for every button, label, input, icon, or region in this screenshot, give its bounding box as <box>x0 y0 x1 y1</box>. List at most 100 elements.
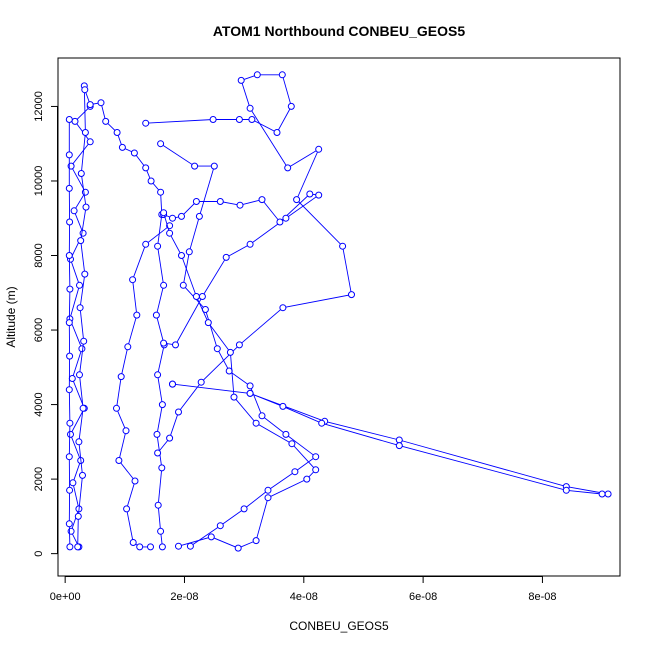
data-point <box>252 537 260 545</box>
data-point <box>246 240 254 248</box>
data-point <box>82 203 90 211</box>
series-line <box>84 89 165 547</box>
data-point <box>81 86 89 94</box>
data-point <box>197 378 205 386</box>
data-point <box>68 375 76 382</box>
data-point <box>178 212 185 220</box>
data-point <box>207 533 215 541</box>
data-point <box>66 352 74 360</box>
data-point <box>71 117 79 125</box>
data-point <box>157 140 165 148</box>
data-series <box>160 209 320 552</box>
data-point <box>124 343 132 351</box>
data-point <box>142 164 150 172</box>
data-point <box>77 170 85 177</box>
data-point <box>169 380 176 388</box>
data-point <box>209 116 217 123</box>
data-point <box>234 544 242 552</box>
data-point <box>279 402 287 410</box>
data-point <box>65 453 73 461</box>
data-point <box>282 214 290 222</box>
data-point <box>70 207 78 215</box>
data-point <box>65 151 73 159</box>
plot-frame <box>57 57 621 577</box>
series-line <box>163 193 320 346</box>
data-point <box>175 542 182 550</box>
data-point <box>74 512 82 520</box>
data-point <box>284 164 292 172</box>
data-point <box>186 542 194 550</box>
data-point <box>312 466 320 474</box>
data-point <box>213 345 221 353</box>
data-point <box>237 76 245 84</box>
data-point <box>142 240 150 248</box>
data-point <box>97 99 105 107</box>
x-tick-label: 8e-08 <box>528 591 556 603</box>
data-point <box>235 341 243 349</box>
data-point <box>74 543 82 551</box>
data-point <box>123 505 131 513</box>
data-point <box>117 373 125 381</box>
data-point <box>69 479 77 487</box>
data-point <box>198 293 206 300</box>
data-point <box>160 339 168 347</box>
data-point <box>169 214 176 222</box>
data-point <box>79 229 87 237</box>
data-point <box>216 522 224 530</box>
data-point <box>75 438 83 446</box>
data-point <box>312 453 320 461</box>
data-point <box>153 430 161 438</box>
data-point <box>246 382 254 390</box>
data-series <box>160 190 323 349</box>
data-point <box>318 419 326 427</box>
data-point <box>273 129 281 136</box>
data-point <box>276 218 284 226</box>
data-point <box>175 408 182 416</box>
data-point <box>287 102 295 110</box>
data-point <box>76 371 83 379</box>
data-point <box>113 129 121 136</box>
data-point <box>65 319 73 327</box>
data-series <box>74 82 90 551</box>
data-point <box>65 116 73 123</box>
data-point <box>240 505 248 513</box>
data-point <box>129 539 137 546</box>
data-point <box>222 253 230 261</box>
data-point <box>216 198 224 205</box>
data-series <box>142 71 355 457</box>
data-point <box>185 248 193 256</box>
data-point <box>172 341 179 349</box>
data-point <box>65 184 73 192</box>
data-point <box>258 412 266 420</box>
series-line <box>163 212 317 549</box>
data-point <box>178 252 185 259</box>
data-point <box>66 218 74 226</box>
data-point <box>129 276 137 284</box>
data-point <box>66 543 74 551</box>
x-axis-label: CONBEU_GEOS5 <box>289 619 389 633</box>
data-point <box>160 209 168 217</box>
data-point <box>113 404 120 412</box>
data-point <box>253 71 261 79</box>
data-point <box>66 419 74 427</box>
data-point <box>282 430 290 438</box>
chart-title: ATOM1 Northbound CONBEU_GEOS5 <box>213 23 465 39</box>
data-point <box>66 486 74 494</box>
x-tick-label: 2e-08 <box>170 591 198 603</box>
data-point <box>154 242 162 250</box>
data-point <box>65 386 73 394</box>
data-point <box>278 71 286 79</box>
data-point <box>348 291 355 299</box>
data-point <box>230 393 238 401</box>
data-point <box>79 471 86 479</box>
data-point <box>195 212 203 220</box>
data-point <box>136 543 144 551</box>
data-point <box>248 116 256 123</box>
data-point <box>158 464 166 472</box>
data-point <box>279 304 287 312</box>
data-point <box>81 270 89 278</box>
data-point <box>210 162 218 170</box>
data-point <box>303 475 311 483</box>
data-point <box>264 486 272 494</box>
data-point <box>78 345 86 353</box>
